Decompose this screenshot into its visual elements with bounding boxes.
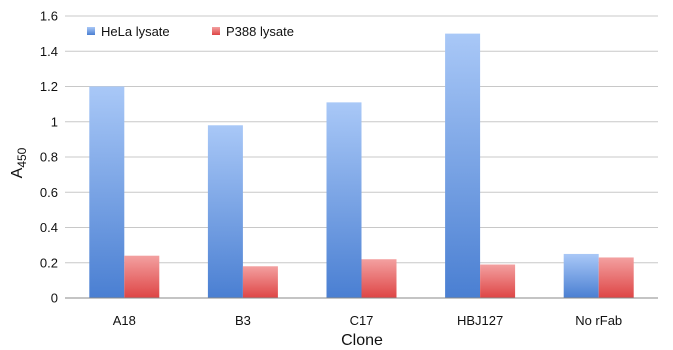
x-tick-label: No rFab [575, 313, 622, 328]
legend: HeLa lysate P388 lysate [87, 24, 294, 39]
bar-hela [326, 102, 362, 298]
y-axis-title-subscript: 450 [15, 147, 29, 167]
y-tick-label: 1.2 [40, 79, 58, 94]
x-tick-label: C17 [350, 313, 374, 328]
legend-label-p388: P388 lysate [226, 24, 294, 39]
x-tick-label: A18 [113, 313, 136, 328]
y-tick-label: 0.2 [40, 255, 58, 270]
x-axis-title: Clone [341, 332, 383, 349]
y-axis-title-main: A [9, 167, 26, 178]
y-tick-label: 1.6 [40, 9, 58, 24]
bars [89, 33, 634, 299]
x-tick-label: B3 [235, 313, 251, 328]
y-tick-label: 0.6 [40, 185, 58, 200]
y-tick-label: 0 [51, 291, 58, 306]
bar-p388 [480, 264, 516, 298]
y-tick-label: 0.8 [40, 150, 58, 165]
legend-label-hela: HeLa lysate [101, 24, 170, 39]
bar-hela [89, 86, 125, 298]
bar-p388 [242, 266, 278, 298]
bar-p388 [124, 255, 160, 298]
bar-hela [563, 253, 599, 298]
y-axis-title: A450 [9, 147, 29, 178]
y-tick-label: 1 [51, 114, 58, 129]
legend-swatch-p388 [212, 27, 220, 35]
bar-hela [445, 33, 481, 298]
y-axis-ticks: 0 0.2 0.4 0.6 0.8 1 1.2 1.4 1.6 [40, 9, 58, 306]
x-tick-label: HBJ127 [457, 313, 503, 328]
bar-p388 [598, 257, 634, 298]
bar-hela [207, 125, 243, 299]
y-tick-label: 1.4 [40, 44, 58, 59]
legend-swatch-hela [87, 27, 95, 35]
bar-p388 [361, 259, 397, 298]
y-tick-label: 0.4 [40, 220, 58, 235]
x-axis-ticks: A18 B3 C17 HBJ127 No rFab [113, 313, 622, 328]
